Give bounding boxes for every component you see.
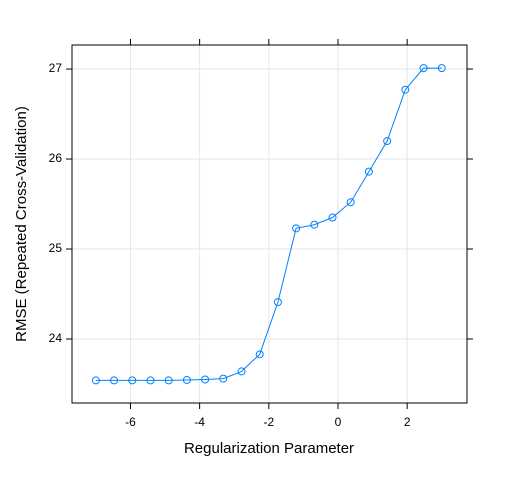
y-axis-title: RMSE (Repeated Cross-Validation) xyxy=(13,106,30,342)
point xyxy=(364,167,373,176)
y-tick-label: 25 xyxy=(49,241,63,255)
y-tick-label: 26 xyxy=(49,151,63,165)
x-tick-label: -6 xyxy=(125,415,136,429)
point xyxy=(201,375,210,384)
point xyxy=(146,376,155,385)
point xyxy=(328,213,337,222)
point xyxy=(346,198,355,207)
point xyxy=(437,64,446,73)
point xyxy=(128,376,137,385)
point xyxy=(91,376,100,385)
y-tick-label: 24 xyxy=(49,331,63,345)
point xyxy=(182,375,191,384)
point xyxy=(164,376,173,385)
point xyxy=(255,350,264,359)
point xyxy=(219,374,228,383)
x-tick-label: 2 xyxy=(404,415,411,429)
x-tick-label: -2 xyxy=(263,415,274,429)
plot-frame xyxy=(71,44,468,404)
point xyxy=(310,220,319,229)
x-tick-label: 0 xyxy=(335,415,342,429)
point xyxy=(401,85,410,94)
point xyxy=(419,64,428,73)
point xyxy=(383,137,392,146)
point xyxy=(292,224,301,233)
point xyxy=(237,367,246,376)
point xyxy=(273,298,282,307)
x-tick-label: -4 xyxy=(194,415,205,429)
point xyxy=(110,376,119,385)
y-tick-label: 27 xyxy=(49,61,63,75)
x-axis-title: Regularization Parameter xyxy=(184,440,354,457)
